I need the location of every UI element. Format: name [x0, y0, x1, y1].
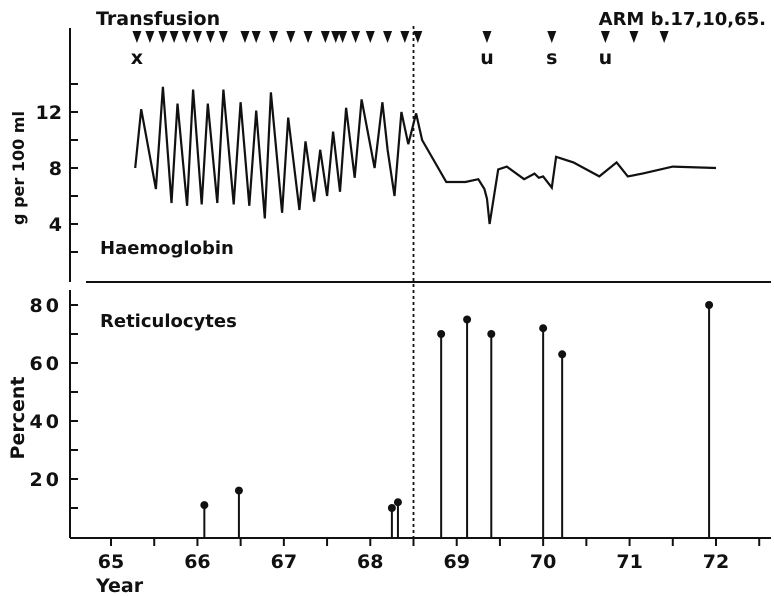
reticulocyte-plot: 20 40 60 80 65 66 67 68 69 70 71 72	[30, 295, 761, 573]
transfusion-marker	[338, 31, 348, 43]
reticulocyte-point	[705, 301, 714, 309]
transfusion-marker	[400, 31, 410, 43]
transfusion-marker	[158, 31, 168, 43]
reticulocyte-point	[463, 315, 472, 324]
marker-label: u	[480, 47, 494, 69]
x-tick-label: 67	[271, 551, 297, 573]
transfusion-marker	[482, 31, 492, 43]
haemoglobin-title: Haemoglobin	[100, 238, 234, 259]
transfusion-marker	[600, 31, 610, 43]
bottom-y-tick-label: 60	[30, 353, 62, 375]
transfusion-marker	[365, 31, 375, 43]
transfusion-marker	[192, 31, 202, 43]
transfusion-marker	[383, 31, 393, 43]
reticulocyte-point	[558, 350, 567, 359]
haemoglobin-plot: 4 8 12 x u s u	[36, 26, 717, 538]
bottom-y-tick-label: 40	[30, 411, 62, 433]
transfusion-marker	[218, 31, 228, 43]
bottom-y-tick-label: 20	[30, 469, 62, 491]
patient-id-label: ARM b.17,10,65.	[599, 9, 766, 30]
x-tick-label: 72	[703, 551, 729, 573]
marker-label: x	[131, 47, 143, 69]
top-y-axis-label: g per 100 ml	[9, 111, 28, 225]
x-tick-label: 68	[357, 551, 383, 573]
transfusion-marker	[181, 31, 191, 43]
reticulocytes-title: Reticulocytes	[100, 311, 237, 332]
transfusion-marker	[132, 31, 142, 43]
transfusion-marker	[629, 31, 639, 43]
top-y-tick-label: 4	[49, 214, 62, 236]
x-tick-label: 71	[616, 551, 642, 573]
x-tick-label: 66	[184, 551, 210, 573]
transfusion-marker	[320, 31, 330, 43]
x-tick-label: 65	[98, 551, 124, 573]
x-tick-label: 70	[530, 551, 556, 573]
transfusion-marker	[659, 31, 669, 43]
transfusion-marker	[251, 31, 261, 43]
transfusion-marker	[331, 31, 341, 43]
transfusion-marker	[413, 31, 423, 43]
x-axis-label: Year	[95, 575, 144, 596]
marker-label: s	[546, 47, 557, 69]
transfusion-marker	[169, 31, 179, 43]
transfusion-marker	[286, 31, 296, 43]
transfusion-marker	[145, 31, 155, 43]
bottom-y-axis-label: Percent	[7, 377, 29, 460]
haemoglobin-series-line	[134, 86, 717, 225]
reticulocyte-point	[539, 324, 548, 333]
transfusion-marker	[205, 31, 215, 43]
top-y-tick-label: 8	[49, 158, 62, 180]
transfusion-marker	[351, 31, 361, 43]
transfusion-marker	[240, 31, 250, 43]
transfusion-marker	[547, 31, 557, 43]
marker-label: u	[599, 47, 613, 69]
top-y-tick-label: 12	[36, 102, 62, 124]
reticulocyte-point	[200, 501, 209, 510]
x-tick-label: 69	[443, 551, 469, 573]
transfusion-label: Transfusion	[96, 8, 220, 30]
reticulocyte-point	[393, 498, 402, 507]
reticulocyte-point	[234, 486, 243, 495]
bottom-y-tick-label: 80	[30, 295, 62, 317]
reticulocyte-point	[387, 504, 396, 512]
transfusion-marker	[268, 31, 278, 43]
transfusion-marker	[303, 31, 313, 43]
reticulocyte-point	[437, 330, 446, 338]
reticulocyte-point	[487, 330, 496, 338]
